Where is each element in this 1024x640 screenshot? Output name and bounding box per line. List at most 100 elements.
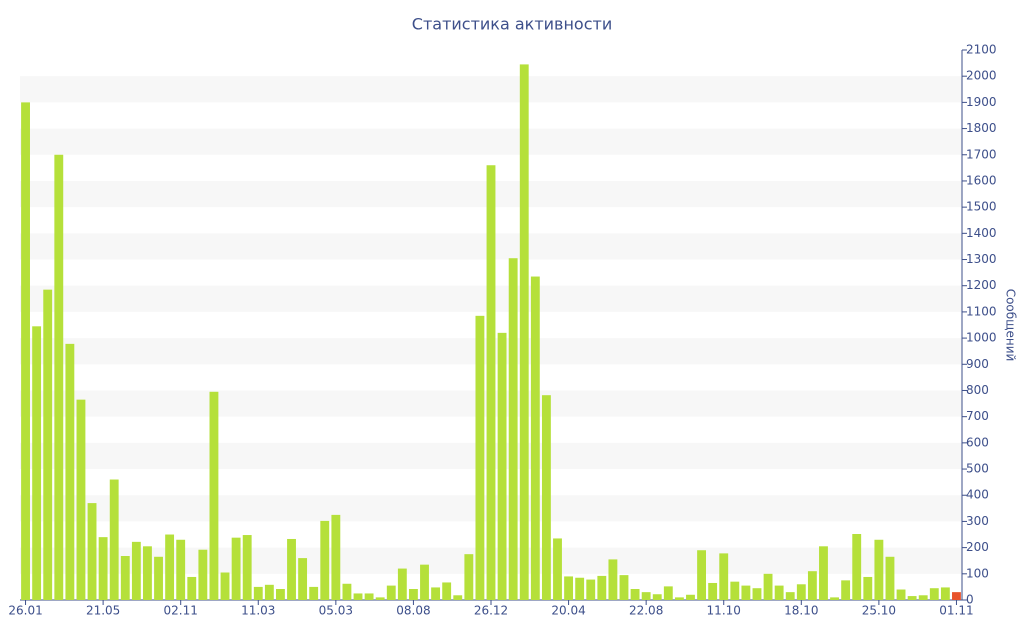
bar: [597, 575, 607, 600]
bar: [276, 589, 285, 600]
bar: [730, 581, 740, 600]
bar: [940, 587, 950, 600]
y-tick-label: 1800: [966, 121, 997, 135]
y-tick-label: 1400: [966, 226, 997, 240]
bar: [741, 585, 751, 600]
bar: [331, 514, 341, 600]
bar: [819, 546, 828, 600]
bar: [187, 576, 197, 600]
bar: [320, 520, 330, 600]
bar: [408, 589, 418, 600]
bar: [431, 587, 441, 600]
y-tick-label: 400: [966, 488, 989, 502]
y-tick-label: 800: [966, 383, 989, 397]
bar: [519, 64, 529, 600]
grid-band: [20, 128, 962, 155]
bar: [719, 553, 729, 600]
x-tick-label: 26.12: [474, 604, 508, 618]
y-tick-label: 1000: [966, 331, 997, 345]
y-tick-label: 1900: [966, 95, 997, 109]
bar: [608, 559, 618, 600]
x-tick-label: 11.03: [241, 604, 275, 618]
bar: [952, 592, 961, 600]
bar: [564, 576, 574, 600]
bar: [918, 595, 928, 600]
y-tick-label: 2100: [966, 43, 997, 57]
bar: [896, 589, 906, 600]
x-tick-label: 20.04: [551, 604, 585, 618]
bar: [43, 289, 53, 600]
bar: [165, 534, 175, 600]
y-tick-label: 600: [966, 435, 989, 449]
y-tick-label: 100: [966, 566, 989, 580]
bar: [807, 571, 817, 600]
bar: [131, 541, 141, 600]
bar: [697, 550, 706, 600]
bar: [109, 479, 119, 600]
bar: [907, 596, 917, 600]
y-axis-title: Сообщений: [1004, 289, 1018, 362]
chart-title: Статистика активности: [412, 15, 612, 34]
bar: [154, 556, 163, 600]
x-tick-label: 25.10: [862, 604, 896, 618]
bar: [386, 585, 396, 600]
bar: [375, 597, 385, 600]
bar: [220, 572, 230, 600]
bar: [65, 343, 75, 600]
bar: [76, 399, 86, 600]
bar: [852, 534, 862, 600]
y-tick-label: 1200: [966, 278, 997, 292]
y-tick-label: 1100: [966, 304, 997, 318]
x-tick-label: 21.05: [86, 604, 120, 618]
bar: [98, 537, 108, 600]
y-tick-label: 1700: [966, 147, 997, 161]
bar: [442, 582, 452, 600]
grid-band: [20, 76, 962, 103]
bar: [874, 539, 884, 600]
bar: [287, 538, 296, 600]
bar: [486, 165, 496, 600]
bar: [87, 503, 97, 600]
bar: [497, 332, 507, 600]
bar: [619, 575, 629, 600]
y-tick-label: 2000: [966, 69, 997, 83]
bar: [763, 573, 773, 600]
bar: [397, 568, 407, 600]
bar: [686, 594, 695, 600]
x-tick-label: 22.08: [629, 604, 663, 618]
bar: [231, 537, 241, 600]
bar: [586, 579, 596, 600]
x-tick-label: 18.10: [784, 604, 818, 618]
bar: [841, 580, 851, 600]
y-tick-label: 1600: [966, 173, 997, 187]
bar: [21, 102, 30, 600]
y-tick-label: 500: [966, 462, 989, 476]
bar: [541, 395, 551, 600]
bar: [575, 577, 585, 600]
bar: [630, 589, 640, 600]
bar: [475, 315, 485, 600]
bar: [264, 584, 274, 600]
bar: [309, 586, 319, 600]
bar: [353, 593, 363, 600]
bar: [663, 586, 673, 600]
bar: [674, 597, 684, 600]
bar: [885, 556, 895, 600]
bar: [774, 585, 784, 600]
bar: [242, 535, 252, 600]
bar: [176, 539, 186, 600]
bar: [641, 592, 651, 600]
y-tick-label: 1300: [966, 252, 997, 266]
bar: [198, 549, 208, 600]
y-tick-label: 0: [966, 593, 974, 607]
bar: [508, 258, 518, 600]
bar: [464, 554, 474, 600]
y-tick-label: 900: [966, 357, 989, 371]
bar: [120, 556, 130, 600]
bar: [209, 391, 219, 600]
bar: [752, 588, 762, 600]
bar: [420, 564, 429, 600]
x-tick-label: 11.10: [707, 604, 741, 618]
bar: [863, 576, 873, 600]
bar: [553, 538, 562, 600]
